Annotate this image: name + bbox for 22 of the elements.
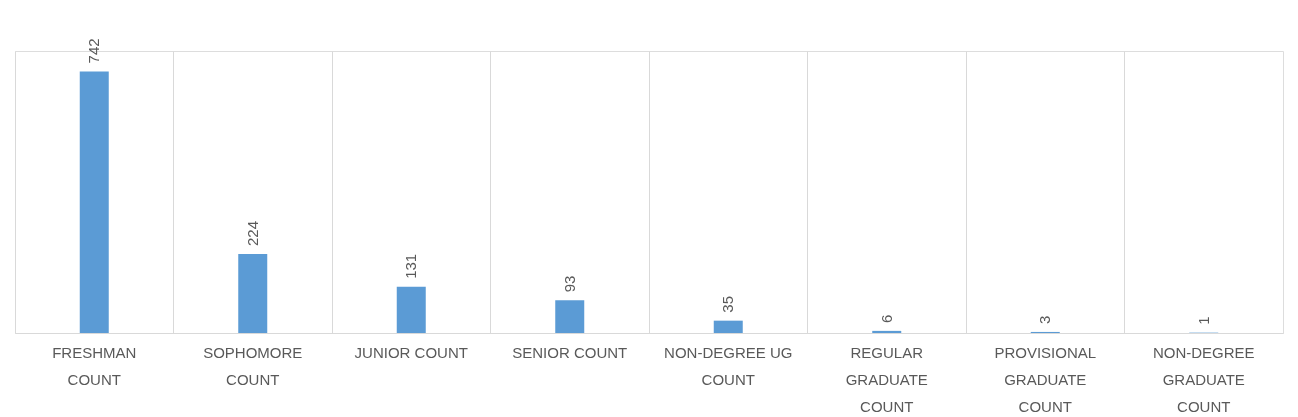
bar xyxy=(555,300,585,333)
data-label: 224 xyxy=(243,221,261,247)
bar xyxy=(79,71,109,333)
data-label: 35 xyxy=(719,295,737,313)
x-tick-label: JUNIOR COUNT xyxy=(354,343,468,361)
data-label: 3 xyxy=(1036,315,1054,324)
bar xyxy=(396,286,426,333)
data-label: 93 xyxy=(560,275,578,293)
x-tick-label: NON-DEGREE GRADUATE COUNT xyxy=(1152,343,1255,415)
data-label: 131 xyxy=(402,253,420,279)
bar xyxy=(238,254,268,333)
x-tick-label: SENIOR COUNT xyxy=(512,343,628,361)
x-tick-label: NON-DEGREE UG COUNT xyxy=(664,343,793,388)
x-tick-label: FRESHMAN COUNT xyxy=(52,343,137,388)
x-tick-label: SOPHOMORE COUNT xyxy=(203,343,303,388)
data-label: 6 xyxy=(877,314,895,323)
bar xyxy=(872,330,902,333)
bar xyxy=(713,320,743,333)
data-label: 1 xyxy=(1194,316,1212,325)
data-label: 742 xyxy=(85,38,103,64)
x-tick-label: PROVISIONAL GRADUATE COUNT xyxy=(994,343,1097,415)
x-tick-label: REGULAR GRADUATE COUNT xyxy=(845,343,928,415)
